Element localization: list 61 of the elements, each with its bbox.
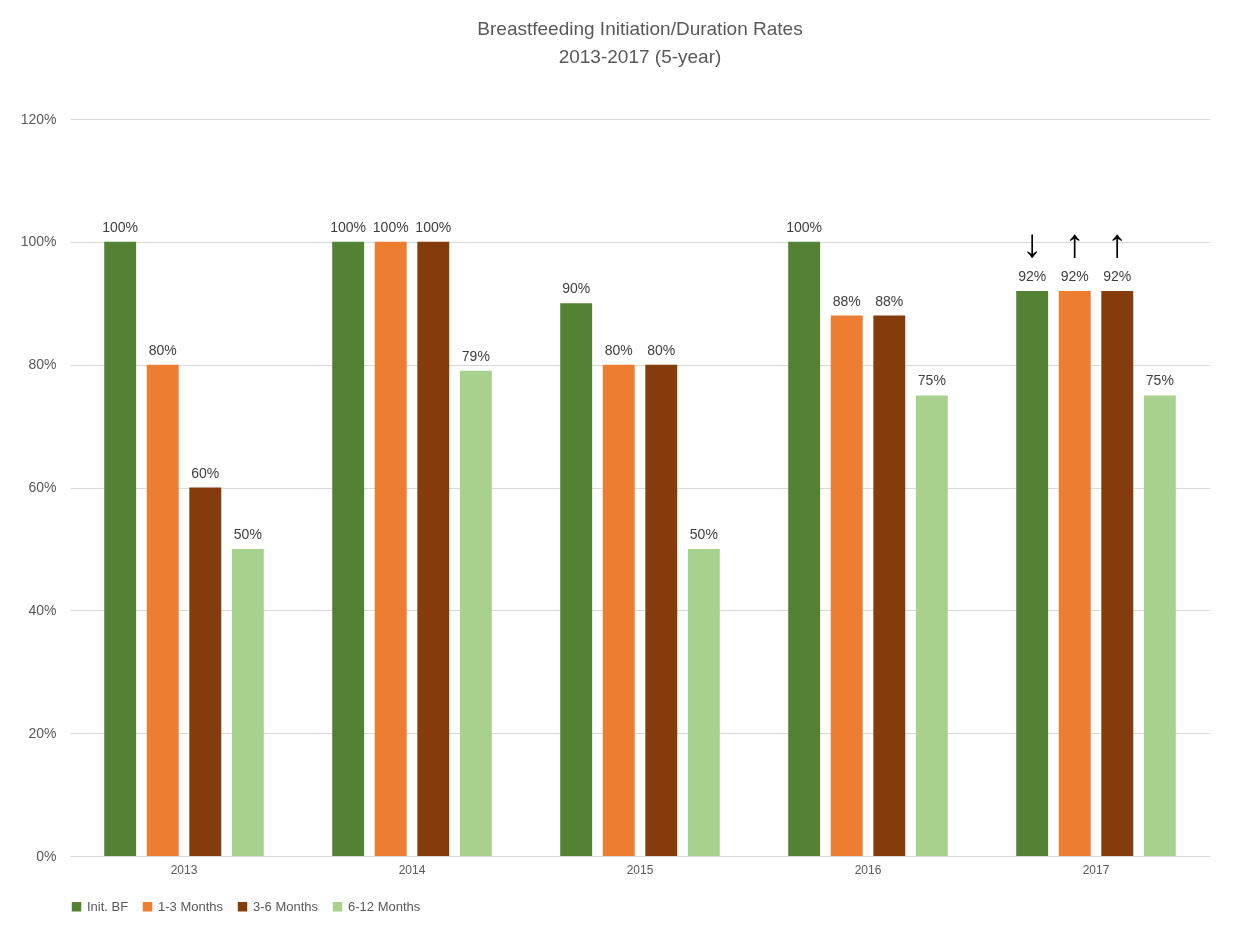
data-label: 80% bbox=[604, 341, 633, 358]
data-label: 75% bbox=[1145, 372, 1174, 389]
y-tick-label: 100% bbox=[20, 233, 57, 250]
data-label: 100% bbox=[102, 218, 139, 235]
data-label: 92% bbox=[1018, 267, 1047, 284]
bar bbox=[1058, 290, 1091, 856]
y-tick-label: 60% bbox=[28, 479, 57, 495]
bar bbox=[231, 548, 264, 856]
legend-label: 1-3 Months bbox=[158, 898, 224, 914]
y-tick-label: 40% bbox=[28, 601, 57, 618]
data-label: 80% bbox=[148, 341, 177, 358]
data-label: 80% bbox=[647, 341, 676, 358]
bar bbox=[332, 241, 365, 856]
x-tick-label: 2016 bbox=[854, 862, 882, 877]
data-label: 88% bbox=[875, 292, 904, 309]
bar bbox=[459, 370, 492, 856]
data-label: 100% bbox=[372, 218, 409, 235]
x-tick-label: 2017 bbox=[1082, 862, 1110, 877]
data-label: 50% bbox=[689, 525, 718, 542]
legend-label: Init. BF bbox=[87, 898, 129, 914]
data-label: 50% bbox=[233, 525, 262, 542]
bar bbox=[1101, 290, 1134, 856]
bar bbox=[374, 241, 407, 856]
data-label: 92% bbox=[1060, 267, 1089, 284]
data-label: 79% bbox=[461, 347, 490, 364]
bar bbox=[1143, 395, 1176, 856]
y-tick-label: 120% bbox=[20, 110, 57, 127]
y-tick-label: 80% bbox=[28, 356, 57, 373]
bar bbox=[830, 315, 863, 856]
x-tick-label: 2015 bbox=[626, 862, 654, 877]
data-label: 90% bbox=[562, 280, 591, 297]
data-label: 100% bbox=[786, 218, 823, 235]
bar bbox=[146, 364, 179, 856]
data-label: 100% bbox=[330, 218, 367, 235]
bar bbox=[602, 364, 635, 856]
annotation: ↑ bbox=[1064, 220, 1085, 265]
annotation: ↑ bbox=[1107, 220, 1128, 265]
bar bbox=[104, 241, 137, 856]
bar bbox=[687, 548, 720, 856]
bar bbox=[915, 395, 948, 856]
bar bbox=[1016, 290, 1049, 856]
text: Breastfeeding Initiation/Duration Rates bbox=[477, 18, 803, 39]
data-label: 60% bbox=[191, 464, 220, 481]
data-label: 75% bbox=[917, 372, 946, 389]
bar bbox=[560, 303, 593, 856]
text: 2013-2017 (5-year) bbox=[558, 46, 722, 67]
bar bbox=[189, 487, 222, 856]
legend-label: 6-12 Months bbox=[348, 898, 421, 914]
y-tick-label: 20% bbox=[28, 724, 57, 741]
x-tick-label: 2013 bbox=[170, 862, 198, 877]
bar bbox=[788, 241, 821, 856]
data-label: 100% bbox=[415, 218, 452, 235]
legend-label: 3-6 Months bbox=[253, 898, 319, 914]
bar bbox=[873, 315, 906, 856]
bar bbox=[417, 241, 450, 856]
x-tick-label: 2014 bbox=[398, 862, 426, 877]
bar bbox=[645, 364, 678, 856]
data-label: 92% bbox=[1103, 267, 1132, 284]
data-label: 88% bbox=[832, 292, 861, 309]
y-tick-label: 0% bbox=[36, 847, 57, 864]
annotation: ↓ bbox=[1022, 220, 1043, 265]
